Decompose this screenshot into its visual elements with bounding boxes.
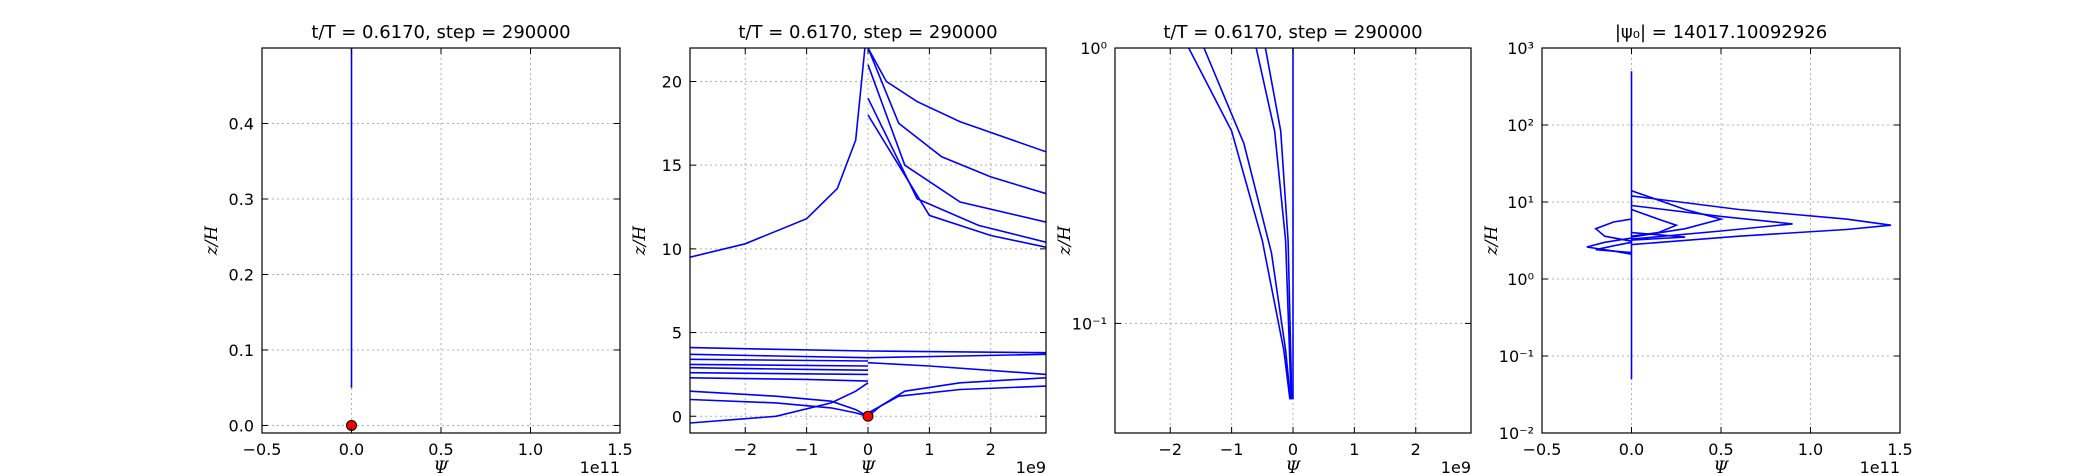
chart-title: t/T = 0.6170, step = 290000 [738,22,997,43]
y-tick-label: 10 [662,240,682,259]
series-line-7 [690,346,1046,354]
series-line-3 [867,48,1046,195]
series-line-11 [690,366,869,371]
x-axis-label: Ψ [434,458,450,475]
x-offset-text: 1e9 [1016,458,1046,475]
x-tick-label: 0.0 [1619,440,1644,459]
series-line-8 [1595,241,1632,254]
y-tick-label: 20 [662,72,682,91]
x-tick-label: 1.5 [1887,440,1912,459]
series-line-16 [690,382,869,424]
series-line-2 [1203,48,1292,400]
x-tick-label: 1 [924,440,934,459]
x-tick-label: 0.0 [339,440,364,459]
y-tick-label: 0.3 [229,190,254,209]
series-line-8 [690,353,1046,359]
series-group [1187,48,1294,400]
y-tick-label: 0.0 [229,416,254,435]
x-tick-label: −2 [1158,440,1182,459]
series-group [690,48,1046,424]
x-axis-label: Ψ [861,458,877,475]
x-tick-label: −2 [733,440,757,459]
series-line-12 [690,371,869,376]
chart-1: −0.5 0.0 0.5 1.0 1.5 0.0 0.1 0.2 0.3 0.4 t/T = 0.6… [202,22,633,475]
series-line-4 [867,64,1046,223]
series-line-4 [1264,48,1293,400]
x-axis-label: Ψ [1286,458,1302,475]
series-line-2 [867,48,1046,153]
x-tick-label: −1 [795,440,819,459]
y-axis-label: z/H [202,225,222,257]
x-offset-text: 1e9 [1441,458,1471,475]
x-tick-label: 1.0 [518,440,543,459]
series-line-3 [1255,48,1292,400]
series-line-9 [1631,231,1686,241]
x-tick-label: 2 [1411,440,1421,459]
y-tick-label: 5 [672,324,682,343]
y-tick-label: 10⁻¹ [1072,314,1107,333]
x-tick-label: 1 [1349,440,1359,459]
x-offset-text: 1e11 [1860,458,1900,475]
axes-frame [689,47,1047,434]
chart-4: −0.5 0.0 0.5 1.0 1.5 10⁻² 10⁻¹ 10⁰ 10¹ 10² 10³ |ψ₀|… [1482,22,1913,475]
x-tick-label: 1.5 [607,440,632,459]
x-tick-label: −1 [1220,440,1244,459]
y-tick-label: 10⁻² [1499,424,1534,443]
y-tick-label: 10³ [1507,39,1534,58]
x-tick-label: −0.5 [243,440,282,459]
y-axis-label: z/H [1482,225,1502,257]
y-tick-label: 0.4 [229,114,254,133]
series-line-5 [867,97,1046,243]
marker-point [862,410,874,422]
series-group [1586,71,1892,380]
series-line-14 [690,390,869,418]
y-tick-label: 0 [672,407,682,426]
y-axis-label: z/H [1055,225,1075,257]
series-line-1 [1187,48,1291,400]
x-tick-label: 0 [1288,440,1298,459]
x-axis-label: Ψ [1714,458,1730,475]
y-tick-label: 10⁰ [1080,39,1107,58]
x-tick-label: 1.0 [1798,440,1823,459]
series-line-4 [1631,189,1725,238]
y-tick-label: 0.1 [229,341,254,360]
series-line-1 [690,48,866,258]
x-tick-label: 0 [863,440,873,459]
series-line-15 [690,398,869,418]
series-line-6 [1594,218,1632,242]
axes-frame [261,47,621,434]
chart-title: |ψ₀| = 14017.10092926 [1615,22,1827,43]
y-tick-label: 15 [662,156,682,175]
series-line-2 [1631,195,1892,246]
y-tick-label: 10² [1507,116,1534,135]
series-line-5 [1631,208,1679,237]
axes-frame [1541,47,1901,434]
x-tick-label: −0.5 [1523,440,1562,459]
series-line-18 [867,385,1046,414]
x-tick-label: 2 [986,440,996,459]
y-tick-label: 10¹ [1507,193,1534,212]
series-line-9 [690,358,869,362]
chart-title: t/T = 0.6170, step = 290000 [1163,22,1422,43]
series-line-3 [1631,204,1793,240]
y-tick-label: 10⁰ [1507,270,1534,289]
chart-3: −2 −1 0 1 2 10⁻¹ 10⁰ t/T = 0.6170, step = 29000… [1055,22,1472,475]
y-tick-label: 0.2 [229,265,254,284]
y-axis-label: z/H [630,225,650,257]
x-tick-label: 0.5 [428,440,453,459]
y-tick-label: 10⁻¹ [1499,347,1534,366]
series-line-6 [867,114,1046,248]
series-line-17 [867,377,1046,417]
series-line-13 [690,377,869,382]
series-line-19 [867,361,1046,376]
x-tick-label: 0.5 [1708,440,1733,459]
series-line-10 [690,363,869,367]
x-offset-text: 1e11 [580,458,620,475]
chart-title: t/T = 0.6170, step = 290000 [311,22,570,43]
